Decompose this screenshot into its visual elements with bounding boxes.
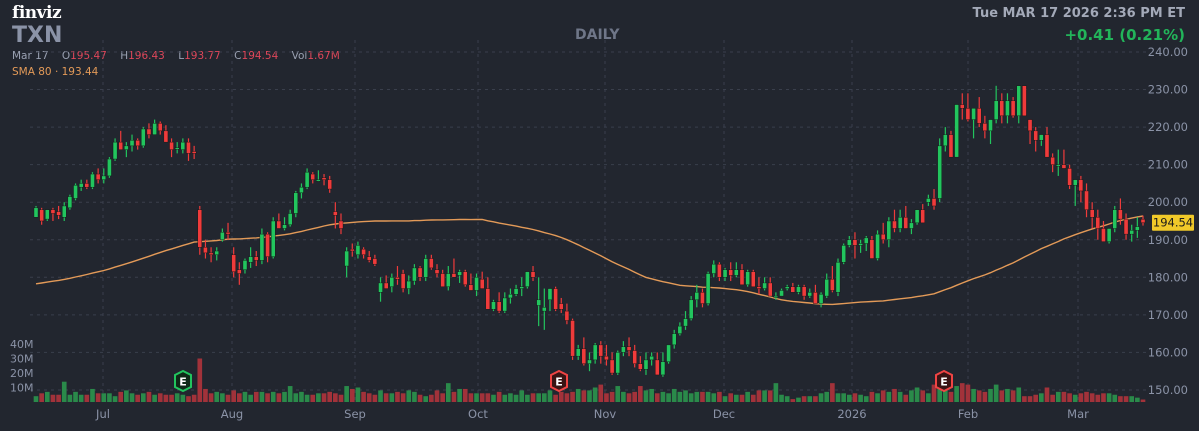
y-tick-label: 240.00 (1148, 45, 1188, 59)
svg-text:E: E (179, 376, 187, 389)
y-tick-label: 150.00 (1148, 383, 1188, 397)
ticker-symbol: TXN (12, 23, 63, 48)
y-tick-label: 200.00 (1148, 195, 1188, 209)
y-tick-label: 170.00 (1148, 308, 1188, 322)
finviz-logo[interactable]: finviz (12, 3, 62, 23)
logo-text: finviz (12, 3, 62, 23)
low-label: L (178, 50, 185, 62)
svg-text:E: E (555, 376, 563, 389)
y-tick-label: 230.00 (1148, 83, 1188, 97)
y-tick-label: 210.00 (1148, 158, 1188, 172)
x-tick-label: Jul (95, 407, 110, 421)
sma-line (35, 215, 1144, 306)
high-label: H (120, 50, 129, 62)
volume-tick-label: 10M (10, 382, 34, 395)
earnings-marker[interactable]: E (550, 369, 568, 393)
volume-value: 1.67M (307, 50, 340, 62)
y-tick-label: 220.00 (1148, 120, 1188, 134)
bar-date: Mar 17 (12, 50, 49, 62)
volume-label: Vol (291, 50, 308, 62)
volume-tick-label: 40M (10, 338, 34, 351)
high-value: 196.43 (128, 50, 165, 62)
open-value: 195.47 (70, 50, 107, 62)
volume-tick-label: 30M (10, 353, 34, 366)
volume-tick-label: 20M (10, 367, 34, 380)
candlesticks (33, 85, 1146, 377)
x-tick-label: Dec (713, 407, 735, 421)
price-change: +0.41 (0.21%) (1064, 26, 1185, 44)
earnings-marker[interactable]: E (174, 369, 192, 393)
close-value: 194.54 (241, 50, 279, 62)
x-tick-label: Sep (344, 407, 366, 421)
x-tick-label: Mar (1067, 407, 1089, 421)
price-axis[interactable]: 240.00 230.00 220.00 210.00 200.00 190.00 180.… (1148, 45, 1188, 397)
last-price-tag: 194.54 (1152, 214, 1194, 231)
low-value: 193.77 (184, 50, 221, 62)
ohlc-readout: Mar 17 O195.47 H196.43 L193.77 C194.54 V… (12, 50, 340, 62)
y-tick-label: 190.00 (1148, 233, 1188, 247)
last-price-value: 194.54 (1153, 216, 1193, 230)
y-tick-label: 180.00 (1148, 270, 1188, 284)
open-label: O (61, 50, 71, 62)
earnings-marker[interactable]: E (935, 369, 953, 393)
datetime: Tue MAR 17 2026 2:36 PM ET (972, 6, 1186, 21)
timeframe-label: DAILY (575, 27, 620, 43)
time-axis[interactable]: Jul Aug Sep Oct Nov Dec 2026 Feb Mar (95, 407, 1089, 421)
x-tick-label: Oct (468, 407, 488, 421)
volume-bars (33, 358, 1146, 402)
close-label: C (234, 50, 242, 62)
x-tick-label: Feb (958, 407, 978, 421)
grid-lines (30, 40, 1150, 402)
svg-text:E: E (940, 376, 948, 389)
x-tick-label: 2026 (837, 407, 866, 421)
y-tick-label: 160.00 (1148, 345, 1188, 359)
x-tick-label: Aug (221, 407, 243, 421)
x-tick-label: Nov (594, 407, 617, 421)
sma-legend[interactable]: SMA 80 · 193.44 (12, 66, 99, 78)
